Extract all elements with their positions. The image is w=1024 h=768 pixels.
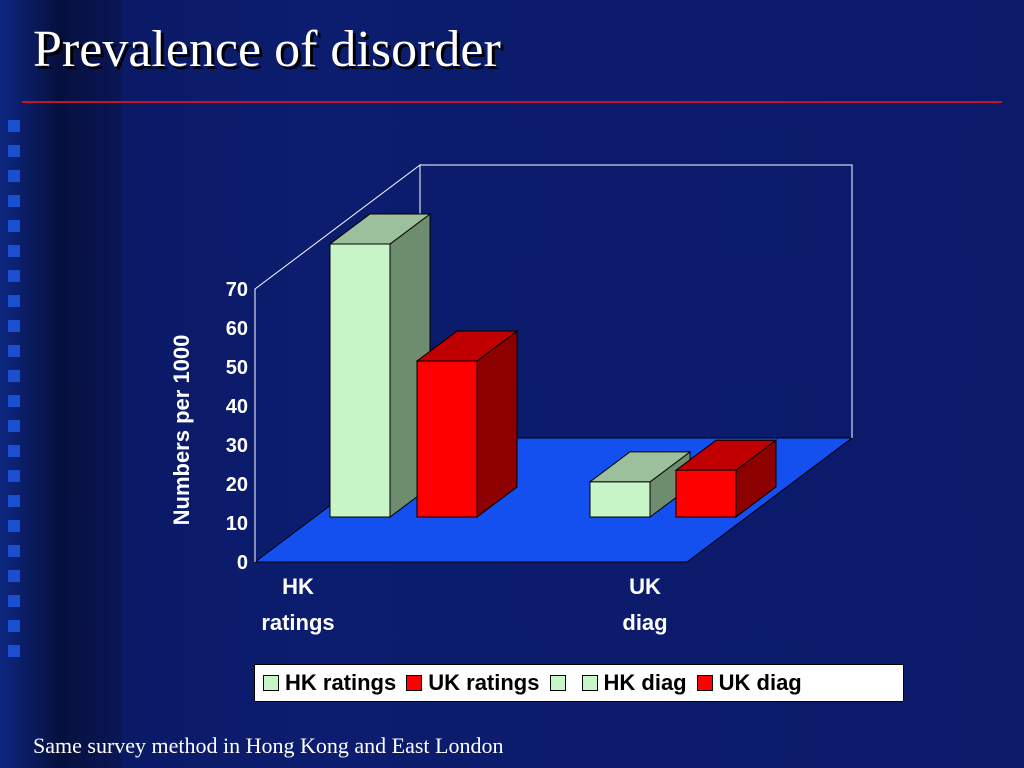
decorative-square [8,295,20,307]
bar-uk-diag [675,469,737,518]
y-tick-label: 70 [226,279,248,301]
legend-item [549,675,572,691]
decorative-square [8,370,20,382]
y-tick-label: 30 [226,435,248,457]
decorative-square [8,445,20,457]
decorative-square [8,170,20,182]
decorative-square [8,220,20,232]
decorative-square [8,120,20,132]
chart-back-wall [420,164,853,438]
bar-uk-ratings-side [476,330,518,518]
decorative-square-column [8,120,28,670]
slide-footer: Same survey method in Hong Kong and East… [33,733,504,758]
legend-swatch [406,675,423,691]
legend-swatch [581,675,598,691]
y-tick-label: 40 [226,396,248,418]
decorative-square [8,345,20,357]
legend-label: HK diag [603,670,687,695]
slide-title: Prevalence of disorder [33,21,501,78]
legend-item: UK diag [696,670,802,696]
decorative-square [8,620,20,632]
decorative-square [8,595,20,607]
legend-item: UK ratings [406,670,540,696]
y-axis-label: Numbers per 1000 [169,335,194,526]
decorative-square [8,395,20,407]
decorative-square [8,495,20,507]
decorative-square [8,520,20,532]
decorative-square [8,270,20,282]
x-category-label-line2: ratings [261,610,334,635]
legend-item: HK diag [581,670,687,696]
legend-label: UK ratings [428,670,540,695]
decorative-square [8,245,20,257]
legend-swatch [549,675,566,691]
decorative-square [8,320,20,332]
x-category-label-line1: UK [629,574,661,599]
x-category-label-line1: HK [282,574,314,599]
chart-legend: HK ratings UK ratings HK diag UK diag [254,664,904,702]
decorative-square [8,420,20,432]
y-tick-label: 60 [226,318,248,340]
bar-uk-ratings [416,360,478,518]
y-tick-label: 50 [226,357,248,379]
legend-swatch [263,675,279,691]
decorative-square [8,470,20,482]
decorative-left-strip [0,0,122,768]
x-category-label-line2: diag [622,610,667,635]
legend-swatch [696,675,713,691]
decorative-square [8,145,20,157]
bar-hk-diag [589,481,651,518]
bar-hk-ratings [329,243,391,518]
decorative-square [8,195,20,207]
y-tick-label: 20 [226,474,248,496]
decorative-square [8,570,20,582]
decorative-square [8,545,20,557]
legend-label: HK ratings [285,670,397,695]
y-tick-label: 10 [226,513,248,535]
legend-label: UK diag [718,670,802,695]
title-divider [22,101,1002,103]
y-tick-label: 0 [237,552,248,574]
decorative-square [8,645,20,657]
legend-item: HK ratings [263,670,396,696]
